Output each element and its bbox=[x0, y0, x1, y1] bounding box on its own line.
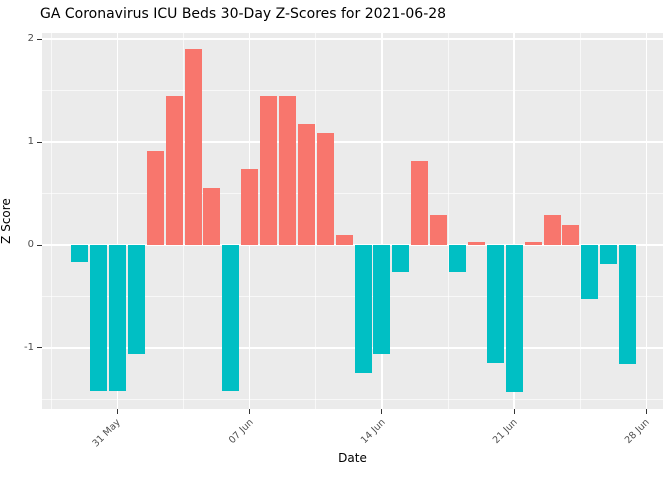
bar bbox=[165, 95, 183, 245]
chart-title: GA Coronavirus ICU Beds 30-Day Z-Scores … bbox=[40, 6, 447, 22]
bar bbox=[600, 245, 618, 264]
bar bbox=[430, 215, 448, 245]
y-tick-mark bbox=[37, 347, 42, 349]
bar bbox=[562, 225, 580, 245]
bar bbox=[90, 245, 108, 392]
bar bbox=[108, 245, 126, 392]
minor-gridline-v bbox=[183, 33, 185, 409]
y-tick-label: -1 bbox=[24, 341, 34, 353]
bar bbox=[354, 245, 372, 373]
bar bbox=[260, 95, 278, 245]
minor-gridline-v bbox=[447, 33, 449, 409]
bar bbox=[203, 188, 221, 245]
x-tick-mark bbox=[381, 409, 383, 414]
bar bbox=[411, 160, 429, 245]
y-tick-mark bbox=[37, 141, 42, 143]
x-tick-label: 07 Jun bbox=[226, 417, 256, 446]
y-tick-mark bbox=[37, 38, 42, 40]
x-tick-label: 28 Jun bbox=[623, 417, 653, 446]
major-gridline-h bbox=[42, 347, 663, 349]
x-tick-label: 31 May bbox=[90, 417, 124, 450]
bar bbox=[335, 234, 353, 245]
bar bbox=[71, 245, 89, 263]
major-gridline-h bbox=[42, 141, 663, 143]
minor-gridline-h bbox=[42, 398, 663, 400]
bar bbox=[581, 245, 599, 299]
minor-gridline-v bbox=[579, 33, 581, 409]
y-tick-mark bbox=[37, 244, 42, 246]
bar bbox=[467, 241, 485, 245]
bar bbox=[297, 123, 315, 245]
bar bbox=[316, 132, 334, 245]
minor-gridline-v bbox=[50, 33, 52, 409]
x-tick-mark bbox=[645, 409, 647, 414]
bar bbox=[184, 49, 202, 245]
major-gridline-v bbox=[645, 33, 648, 409]
minor-gridline-h bbox=[42, 295, 663, 297]
x-axis-title: Date bbox=[338, 451, 367, 465]
bar bbox=[543, 215, 561, 245]
y-tick-label: 1 bbox=[27, 136, 34, 148]
y-tick-label: 0 bbox=[27, 239, 34, 250]
minor-gridline-h bbox=[42, 193, 663, 195]
x-tick-label: 14 Jun bbox=[358, 417, 388, 446]
bar bbox=[619, 245, 637, 365]
bar bbox=[373, 245, 391, 355]
bar bbox=[505, 245, 523, 393]
plot-panel bbox=[42, 33, 663, 409]
bar bbox=[449, 245, 467, 272]
x-tick-mark bbox=[116, 409, 118, 414]
bar bbox=[241, 168, 259, 245]
bar bbox=[486, 245, 504, 364]
x-tick-mark bbox=[513, 409, 515, 414]
major-gridline-h bbox=[42, 38, 663, 40]
major-gridline-h bbox=[42, 244, 663, 246]
bar bbox=[392, 245, 410, 272]
bar bbox=[222, 245, 240, 392]
y-tick-label: 2 bbox=[27, 33, 34, 45]
bar bbox=[146, 151, 164, 245]
major-gridline-v bbox=[116, 33, 119, 409]
bar bbox=[127, 245, 145, 355]
bar bbox=[524, 241, 542, 245]
minor-gridline-h bbox=[42, 90, 663, 92]
minor-gridline-v bbox=[315, 33, 317, 409]
x-tick-label: 21 Jun bbox=[491, 417, 521, 446]
x-tick-mark bbox=[249, 409, 251, 414]
bar bbox=[279, 95, 297, 245]
major-gridline-v bbox=[381, 33, 383, 409]
major-gridline-v bbox=[513, 33, 515, 409]
